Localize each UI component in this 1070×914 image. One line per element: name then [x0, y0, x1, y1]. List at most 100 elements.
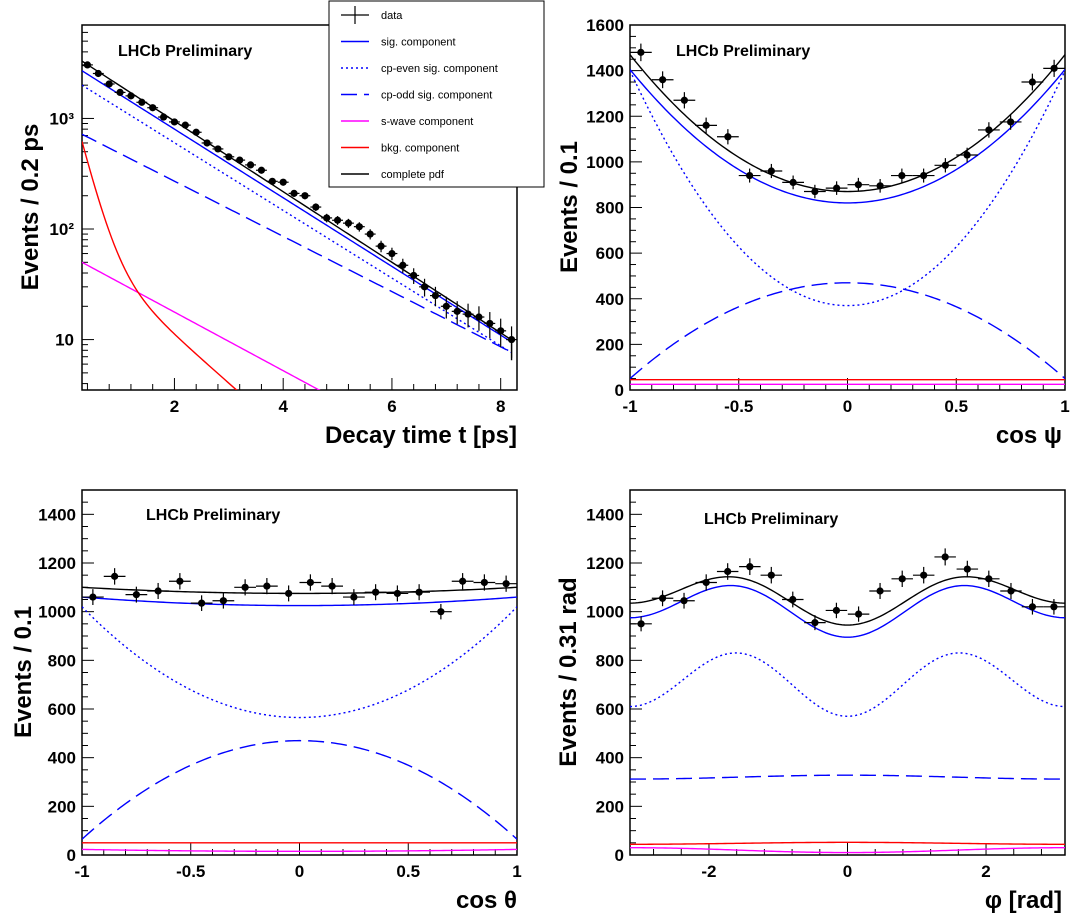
- data-point: [826, 181, 848, 195]
- data-point: [93, 70, 104, 77]
- x-axis-label: cos ψ: [996, 422, 1062, 449]
- data-point: [978, 571, 999, 587]
- y-tick-label: 0: [615, 381, 624, 400]
- data-point: [180, 122, 191, 129]
- x-tick-label: 4: [278, 397, 288, 416]
- data-point: [761, 164, 783, 178]
- y-tick-label: 1200: [586, 107, 624, 126]
- y-axis-label: Events / 0.2 ps: [17, 124, 44, 291]
- y-tick-label: 800: [596, 651, 624, 670]
- x-tick-label: 8: [496, 397, 505, 416]
- plot-frame: [630, 490, 1065, 855]
- data-point: [278, 179, 289, 186]
- data-point: [891, 571, 912, 587]
- curve-cp_even: [630, 653, 1065, 716]
- y-axis-label: Events / 0.1: [10, 606, 37, 738]
- x-tick-label: 0: [295, 862, 304, 881]
- y-tick-label: 600: [596, 244, 624, 263]
- x-tick-label: -1: [74, 862, 89, 881]
- x-tick-label: -0.5: [724, 397, 753, 416]
- data-point: [115, 89, 126, 96]
- legend-label: cp-odd sig. component: [381, 90, 492, 102]
- y-tick-label: 600: [596, 700, 624, 719]
- y-tick-label: 1200: [38, 554, 76, 573]
- curve-cp_odd: [630, 283, 1065, 379]
- y-tick-label: 1400: [586, 62, 624, 81]
- legend-label: complete pdf: [381, 169, 445, 181]
- curve-total: [82, 587, 517, 593]
- y-tick-label: 200: [596, 335, 624, 354]
- data-point: [82, 589, 104, 605]
- data-point: [1022, 74, 1044, 91]
- x-tick-label: 0.5: [396, 862, 420, 881]
- data-point: [213, 593, 235, 609]
- data-point: [300, 574, 322, 590]
- y-tick-label: 200: [48, 797, 76, 816]
- y-axis-label: Events / 0.1: [556, 141, 583, 273]
- data-point: [430, 604, 452, 619]
- y-tick-label: 1400: [586, 505, 624, 524]
- data-point: [387, 585, 409, 601]
- curve-signal: [630, 69, 1065, 202]
- data-point: [267, 178, 278, 185]
- curve-s_wave: [82, 262, 512, 391]
- data-point: [652, 590, 673, 606]
- chart-panel-2: -1 -0.5 0 0.5 1 0 200 400 600 800 1000 1200 1400 1600…: [556, 16, 1070, 449]
- y-tick-label: 1600: [586, 16, 624, 35]
- data-point: [147, 583, 169, 599]
- lhcb-preliminary-label: LHCb Preliminary: [704, 511, 838, 528]
- y-axis-label: Events / 0.31 rad: [555, 577, 582, 766]
- y-tick-label: 800: [48, 651, 76, 670]
- curve-cp_odd: [630, 775, 1065, 779]
- data-point: [104, 568, 126, 584]
- data-point: [387, 248, 398, 260]
- y-tick-label: 1400: [38, 505, 76, 524]
- data-point: [782, 592, 803, 608]
- curve-total: [630, 55, 1065, 192]
- legend-label: cp-even sig. component: [381, 63, 498, 75]
- legend-label: s-wave component: [381, 116, 473, 128]
- data-point: [934, 548, 955, 565]
- data-point: [739, 558, 760, 575]
- data-point: [408, 584, 430, 600]
- y-tick-label: 1000: [586, 153, 624, 172]
- data-point: [256, 578, 278, 594]
- data-point: [673, 593, 694, 609]
- data-point: [495, 576, 517, 592]
- x-tick-label: 0: [843, 397, 852, 416]
- lhcb-preliminary-label: LHCb Preliminary: [146, 507, 280, 524]
- curve-total: [630, 577, 1065, 625]
- y-tick-label: 1000: [38, 603, 76, 622]
- x-tick-label: -0.5: [176, 862, 205, 881]
- data-point: [343, 589, 365, 605]
- data-point: [674, 92, 696, 108]
- data-point: [234, 157, 245, 164]
- y-tick-label: 1000: [586, 603, 624, 622]
- y-tick-label: 400: [48, 749, 76, 768]
- plot-frame: [630, 25, 1065, 390]
- data-point: [848, 606, 869, 621]
- x-tick-label: 2: [170, 397, 179, 416]
- legend-label: data: [381, 10, 403, 22]
- x-tick-label: 0.5: [944, 397, 968, 416]
- data-point: [869, 583, 890, 599]
- lhcb-preliminary-label: LHCb Preliminary: [676, 43, 810, 60]
- data-point: [256, 167, 267, 174]
- data-point: [935, 158, 957, 172]
- data-point: [354, 222, 365, 231]
- data-point: [300, 192, 311, 199]
- y-tick-label: 400: [596, 749, 624, 768]
- data-point: [169, 573, 191, 589]
- data-point: [761, 567, 782, 584]
- curve-signal: [630, 586, 1065, 638]
- data-point: [365, 584, 387, 600]
- data-point: [630, 616, 651, 631]
- y-tick-label: 600: [48, 700, 76, 719]
- y-tick-label: 10³: [49, 109, 74, 128]
- x-tick-label: 2: [981, 862, 990, 881]
- x-tick-label: 1: [1060, 397, 1069, 416]
- data-point: [506, 326, 517, 357]
- data-point: [343, 219, 354, 228]
- data-point: [1022, 599, 1043, 615]
